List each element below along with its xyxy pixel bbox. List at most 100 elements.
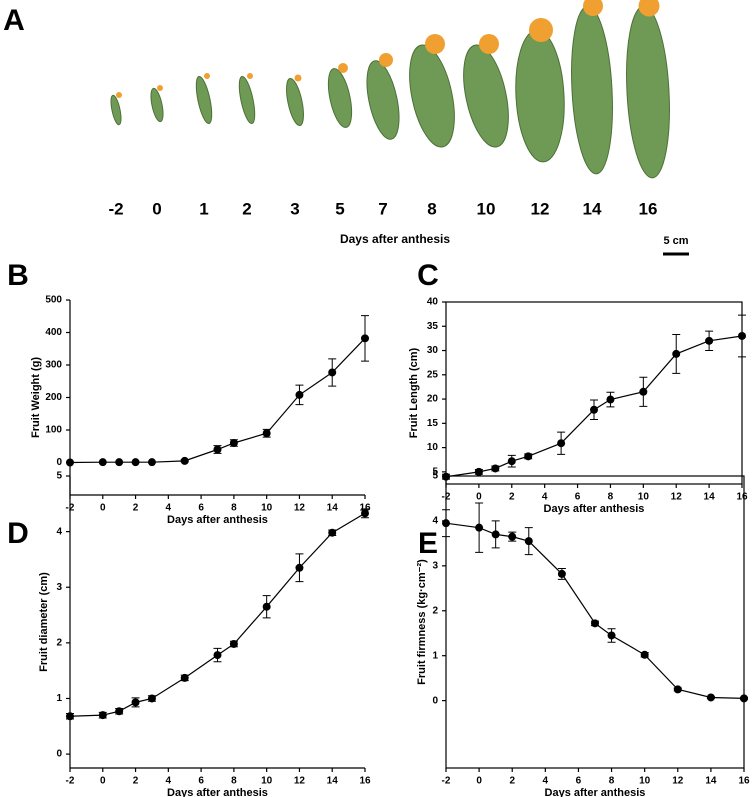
fruit [515, 29, 565, 163]
y-tick-label: 40 [427, 297, 439, 308]
x-tick-label: 14 [705, 776, 717, 787]
y-tick-label: 2 [56, 637, 62, 648]
data-point [442, 519, 450, 528]
y-tick-label: 0 [56, 749, 62, 760]
plot-frame [445, 475, 745, 769]
day-label: 3 [290, 199, 299, 218]
y-tick-label: 500 [45, 295, 62, 306]
fruit [366, 60, 400, 140]
x-tick-label: 4 [542, 492, 548, 503]
data-point [740, 694, 748, 703]
x-tick-label: 10 [639, 776, 651, 787]
panel-label: B [7, 259, 29, 292]
fruit [626, 5, 670, 179]
data-point [262, 429, 271, 438]
day-label: 12 [531, 199, 550, 218]
data-point [606, 395, 615, 404]
x-tick-label: 10 [638, 492, 650, 503]
x-tick-label: 10 [261, 503, 273, 514]
x-tick-label: 16 [738, 776, 750, 787]
data-point [673, 685, 682, 694]
x-tick-label: 4 [543, 776, 549, 787]
x-tick-label: 12 [671, 492, 683, 503]
y-tick-label: 3 [432, 560, 438, 571]
flower [204, 73, 210, 79]
scale-label: 5 cm [663, 235, 688, 247]
y-tick-label: 1 [432, 650, 438, 661]
data-point [672, 349, 681, 358]
flower [638, 0, 660, 17]
data-point [491, 464, 500, 473]
data-point [66, 712, 74, 721]
day-label: 2 [242, 199, 251, 218]
x-tick-label: 0 [100, 776, 106, 787]
y-tick-label: 10 [427, 442, 439, 453]
data-point [328, 368, 337, 377]
data-point [557, 569, 566, 578]
data-point [115, 707, 124, 716]
flower [479, 34, 499, 54]
y-tick-label: 200 [45, 392, 62, 403]
x-tick-label: 8 [609, 776, 615, 787]
y-axis-label: Fruit firmness (kg·cm⁻²) [416, 559, 428, 685]
fruit [195, 75, 213, 125]
y-tick-label: 0 [56, 457, 62, 468]
fruit [150, 87, 164, 123]
day-label: 8 [427, 199, 436, 218]
data-point [147, 694, 156, 703]
data-point [295, 563, 304, 572]
data-point [98, 458, 107, 467]
fruit [463, 44, 509, 148]
y-axis-label: Fruit Weight (g) [30, 357, 42, 438]
fruit [327, 68, 353, 128]
x-tick-label: 0 [476, 776, 482, 787]
data-point [524, 452, 533, 461]
photo [110, 0, 670, 179]
data-line [69, 337, 366, 464]
x-tick-label: 14 [327, 776, 339, 787]
x-tick-label: 14 [704, 492, 716, 503]
data-point [591, 619, 599, 628]
y-tick-label: 5 [432, 467, 438, 478]
data-point [706, 693, 715, 702]
data-point [131, 698, 140, 707]
data-point [115, 458, 124, 467]
fruit [409, 44, 455, 148]
x-tick-label: 14 [327, 503, 339, 514]
data-point [180, 456, 189, 465]
y-tick-label: 5 [56, 471, 62, 482]
day-label: 5 [335, 199, 344, 218]
data-point [147, 458, 156, 467]
panel-label: E [418, 527, 438, 560]
x-tick-label: 6 [576, 776, 582, 787]
x-tick-label: 16 [359, 776, 371, 787]
data-point [524, 537, 533, 546]
data-point [229, 439, 238, 447]
y-tick-label: 0 [432, 695, 438, 706]
data-point [590, 405, 598, 414]
x-tick-label: 2 [133, 776, 139, 787]
x-tick-label: 0 [100, 503, 106, 514]
x-tick-label: 16 [359, 503, 371, 514]
x-tick-label: 6 [198, 503, 204, 514]
y-tick-label: 1 [56, 693, 62, 704]
data-point [361, 334, 369, 343]
panel-label: D [7, 517, 29, 550]
y-tick-label: 5 [432, 471, 438, 482]
data-point [474, 467, 483, 476]
data-point [262, 602, 271, 611]
fruit [286, 77, 304, 127]
data-point [557, 439, 566, 448]
data-point [705, 336, 714, 345]
data-line [445, 522, 745, 699]
data-point [229, 639, 238, 648]
x-tick-label: 12 [294, 503, 306, 514]
x-tick-label: 6 [575, 492, 581, 503]
day-label: 16 [639, 199, 658, 218]
data-point [508, 532, 517, 541]
y-tick-label: 25 [427, 369, 439, 380]
panel-label: C [417, 259, 439, 292]
